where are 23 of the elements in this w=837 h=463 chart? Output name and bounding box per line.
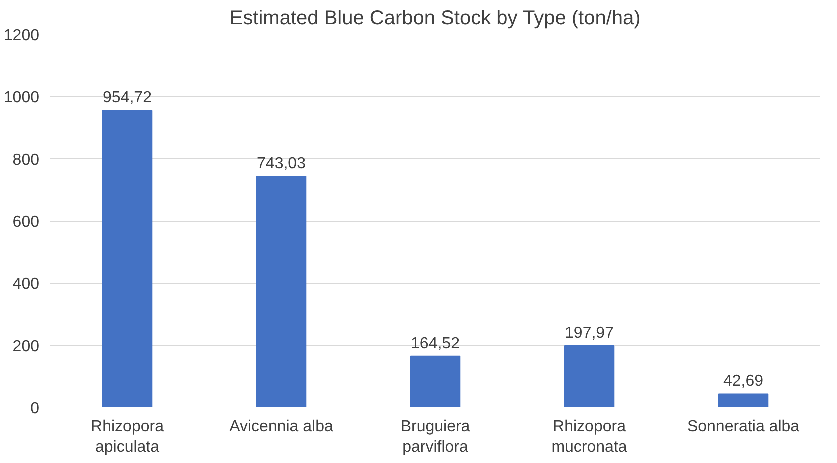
data-label: 197,97 [565,324,614,342]
y-tick-label: 200 [12,338,40,356]
y-tick-label: 1200 [4,28,40,44]
y-tick-label: 1000 [4,90,40,107]
x-tick-label: Rhizopora mucronata [552,418,628,456]
chart-title: Estimated Blue Carbon Stock by Type (ton/ha) [230,8,641,30]
data-label: 164,52 [411,335,460,352]
x-tick-label: Avicennia alba [230,418,334,436]
bar [256,176,307,408]
data-label: 42,69 [723,373,764,390]
x-tick-label: Bruguiera parviflora [400,418,470,456]
y-tick-label: 0 [30,400,40,418]
data-label: 743,03 [257,156,306,173]
bar [564,345,615,408]
x-tick-label: Rhizopora apiculata [91,418,164,456]
bar [718,394,769,408]
y-tick-label: 600 [12,214,40,231]
bar [102,110,153,408]
data-label: 954,72 [103,90,152,107]
y-tick-label: 800 [12,152,40,169]
y-tick-label: 400 [12,276,40,294]
x-tick-label: Sonneratia alba [687,418,800,436]
bar [410,356,461,408]
